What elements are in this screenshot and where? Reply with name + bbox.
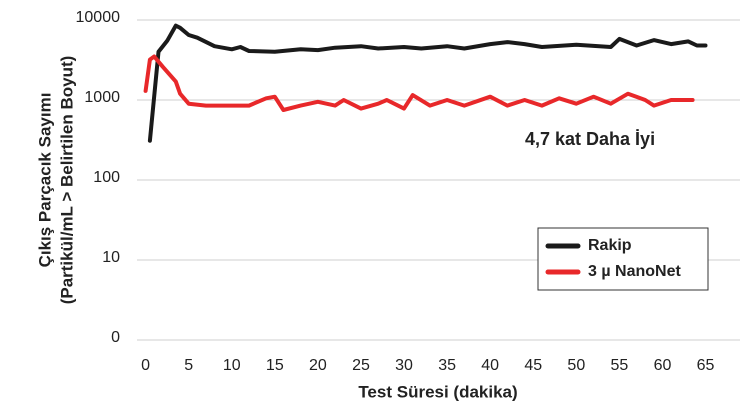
x-tick-label: 45 [524, 357, 542, 374]
legend-label: 3 µ NanoNet [588, 263, 681, 280]
annotation: 4,7 kat Daha İyi [525, 129, 655, 149]
x-tick-label: 50 [567, 357, 585, 374]
y-tick-label: 100 [93, 169, 120, 186]
x-tick-label: 5 [184, 357, 193, 374]
legend-label: Rakip [588, 237, 632, 254]
x-tick-label: 15 [266, 357, 284, 374]
x-tick-label: 55 [611, 357, 629, 374]
x-tick-label: 40 [481, 357, 499, 374]
y-axis-label: (Partikül/mL > Belirtilen Boyut) [57, 56, 76, 305]
x-tick-label: 0 [141, 357, 150, 374]
y-tick-label: 10 [102, 249, 120, 266]
legend: Rakip 3 µ NanoNet [537, 227, 709, 291]
line [147, 23, 708, 143]
x-tick-label: 65 [697, 357, 715, 374]
y-tick-label: 10000 [76, 9, 121, 26]
y-tick-label: 1000 [84, 89, 120, 106]
x-tick-label: 10 [223, 357, 241, 374]
x-tick-label: 25 [352, 357, 370, 374]
x-tick-label: 20 [309, 357, 327, 374]
x-axis-label: Test Süresi (dakika) [358, 382, 517, 401]
y-tick-label: 0 [111, 329, 120, 346]
line [143, 54, 695, 112]
x-tick-label: 30 [395, 357, 413, 374]
x-tick-label: 35 [438, 357, 456, 374]
x-tick-label: 60 [654, 357, 672, 374]
legend-box [537, 227, 709, 291]
y-axis-label: Çıkış Parçacık Sayımı [35, 93, 54, 268]
